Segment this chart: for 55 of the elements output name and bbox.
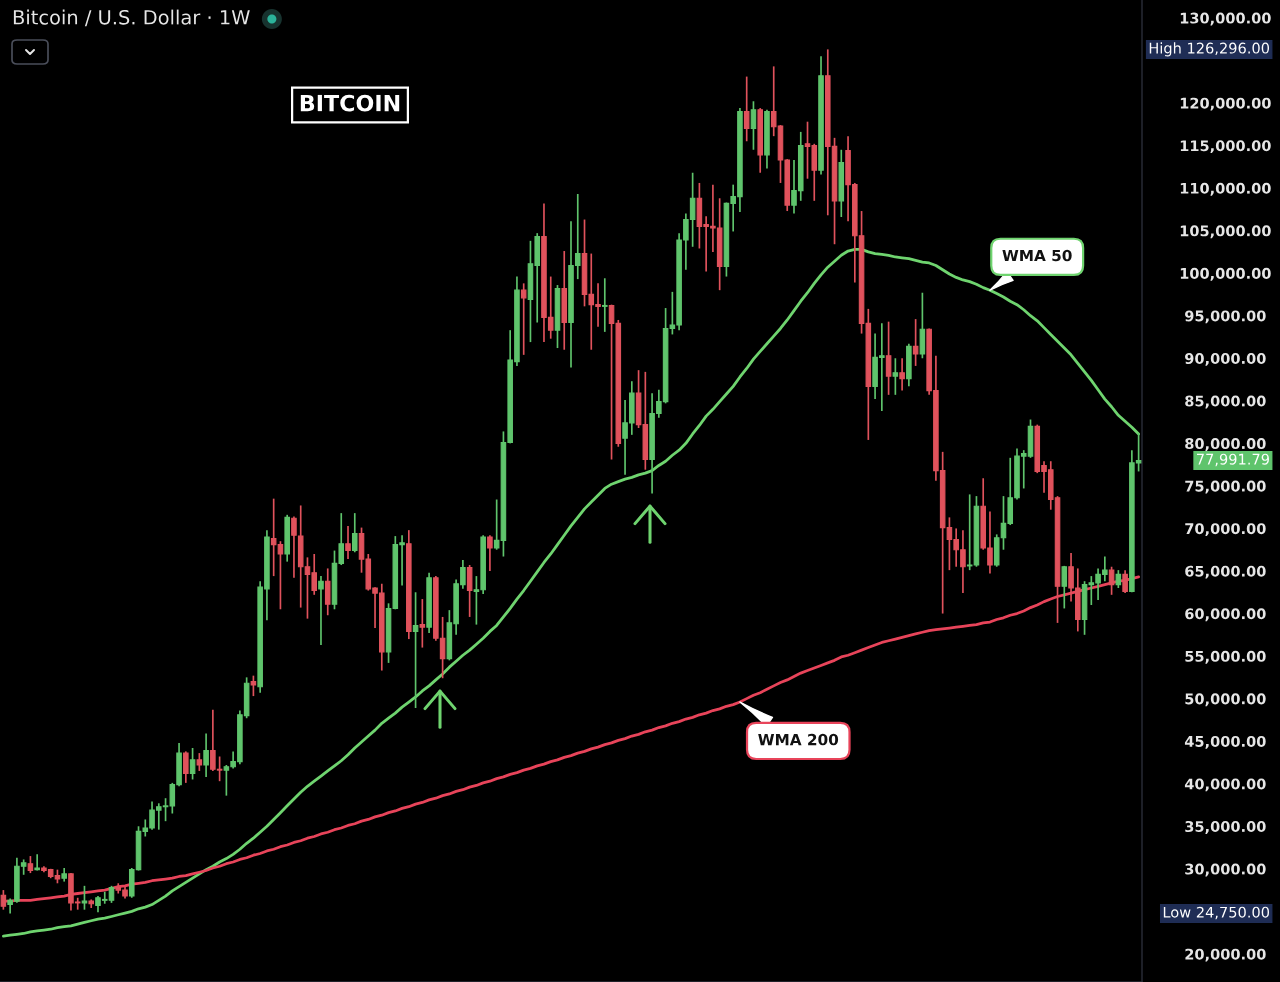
y-tick-label: 40,000.00	[1184, 778, 1266, 792]
candlestick	[345, 525, 351, 560]
line-series	[1, 247, 1141, 938]
candlestick	[885, 320, 892, 396]
candlestick	[602, 277, 608, 333]
y-tick-label: 70,000.00	[1185, 523, 1266, 537]
candlestick	[750, 100, 757, 151]
y-tick-label: 85,000.00	[1185, 395, 1266, 409]
y-tick-label: 80,000.00	[1185, 438, 1266, 451]
candlestick	[520, 282, 527, 356]
text: WMA 200	[758, 733, 839, 746]
text: Low 24,750.00	[1163, 906, 1270, 920]
chart-title: Bitcoin / U.S. Dollar · 1W	[13, 9, 250, 27]
candlestick	[412, 591, 419, 709]
candlestick	[324, 567, 331, 617]
y-tick-label: 65,000.00	[1185, 565, 1266, 579]
candlestick	[189, 747, 196, 781]
y-tick-label: 45,000.00	[1184, 735, 1266, 749]
candlestick	[1122, 569, 1128, 594]
y-tick-label: 90,000.00	[1185, 352, 1266, 366]
y-tick-label: 20,000.00	[1185, 948, 1266, 962]
y-tick-label: 30,000.00	[1185, 863, 1266, 877]
y-tick-label: 55,000.00	[1185, 650, 1266, 664]
candlestick	[466, 564, 473, 618]
y-tick-label: 60,000.00	[1185, 608, 1266, 622]
text: 77,991.79	[1196, 453, 1269, 467]
y-tick-label: 115,000.00	[1180, 140, 1271, 154]
candlestick	[183, 750, 189, 784]
candlestick	[81, 885, 88, 911]
candlestick	[34, 853, 40, 872]
y-tick-label: 50,000.00	[1185, 693, 1266, 707]
candlestick	[250, 674, 257, 697]
candlestick	[1108, 565, 1115, 596]
candlestick	[912, 318, 919, 367]
candlestick	[899, 357, 905, 392]
y-tick-label: 35,000.00	[1185, 820, 1266, 834]
candlestick	[892, 357, 899, 396]
candlestick	[318, 575, 324, 646]
candlestick	[203, 732, 209, 778]
y-tick-label: 100,000.00	[1180, 267, 1271, 281]
text: WMA 50	[1002, 249, 1072, 262]
candlestick	[487, 534, 493, 572]
candlestick	[1061, 565, 1068, 610]
y-tick-label: 130,000.00	[1180, 12, 1271, 26]
candlestick	[419, 598, 426, 649]
candlestick	[0, 889, 7, 911]
candlestick	[743, 75, 750, 143]
y-tick-label: 120,000.00	[1180, 97, 1271, 111]
y-tick-label: 105,000.00	[1180, 225, 1271, 239]
text: High 126,296.00	[1149, 42, 1270, 57]
y-tick-label: 95,000.00	[1185, 310, 1266, 324]
y-tick-label: 110,000.00	[1180, 182, 1271, 196]
annotation: BITCOIN	[300, 94, 400, 112]
y-tick-label: 75,000.00	[1185, 480, 1266, 494]
candlestick	[351, 512, 358, 554]
